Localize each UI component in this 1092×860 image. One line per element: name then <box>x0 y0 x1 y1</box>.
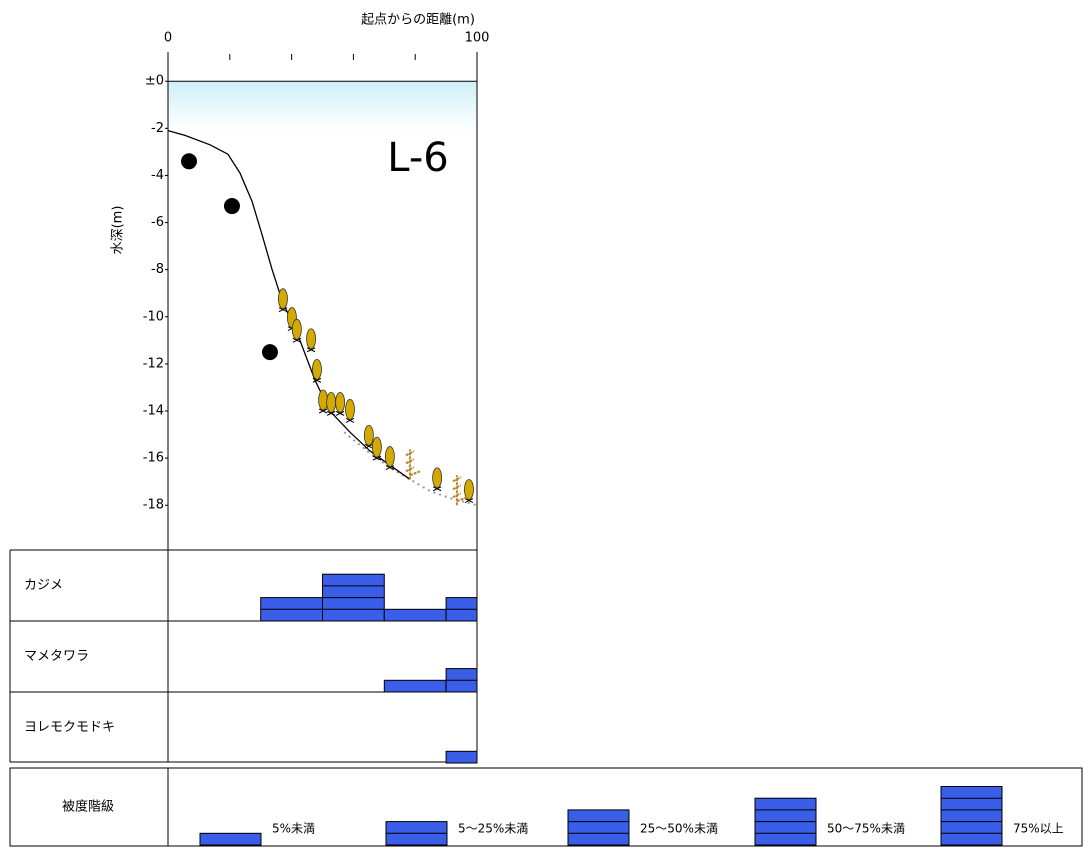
y-tick-label: -16 <box>143 451 164 466</box>
legend-label: 50～75%未満 <box>827 822 905 836</box>
y-tick-label: -18 <box>143 498 164 513</box>
species-name: マメタワラ <box>24 649 89 664</box>
seabed-line <box>167 130 411 480</box>
kajime-plant <box>345 399 355 420</box>
kajime-plant <box>384 446 395 467</box>
holdfast <box>335 410 345 416</box>
x-tick-label: 0 <box>164 31 172 46</box>
legend-swatch <box>940 786 1003 846</box>
kajime-plant <box>363 424 374 446</box>
kajime-plant <box>335 391 346 413</box>
y-tick-label: -8 <box>151 262 164 277</box>
cover-bar <box>445 750 478 764</box>
rock <box>181 153 198 170</box>
species-name: カジメ <box>24 578 63 593</box>
rock <box>261 344 278 361</box>
holdfast <box>432 486 442 492</box>
kajime-plant <box>464 479 474 500</box>
legend-label: 5%未満 <box>272 822 315 836</box>
kajime-plant <box>326 391 337 413</box>
kajime-plant <box>306 328 316 350</box>
holdfast <box>278 307 288 313</box>
holdfast <box>364 443 374 449</box>
y-tick-label: -2 <box>151 121 164 136</box>
y-tick-label: -10 <box>143 309 164 324</box>
y-tick-label: -12 <box>143 356 164 371</box>
holdfast <box>292 337 302 343</box>
other-plant <box>405 449 421 480</box>
y-axis-title: 水深(m) <box>111 206 126 255</box>
kajime-plant <box>371 436 382 458</box>
water <box>168 81 477 132</box>
holdfast <box>306 347 316 353</box>
kajime-plant <box>278 288 288 310</box>
holdfast <box>385 465 395 470</box>
legend-label: 75%以上 <box>1013 822 1064 836</box>
rock <box>223 198 240 215</box>
holdfast <box>326 410 336 416</box>
legend-swatch <box>199 832 262 846</box>
y-tick-label: ±0 <box>145 74 164 89</box>
y-tick-label: -14 <box>143 404 164 419</box>
species-name: ヨレモクモドキ <box>24 720 115 735</box>
x-axis-title: 起点からの距離(m) <box>361 13 475 28</box>
kajime-plant <box>318 389 329 411</box>
kajime-plant <box>291 318 302 340</box>
holdfast <box>345 417 355 423</box>
kajime-plant <box>432 467 443 489</box>
legend-box <box>9 767 1083 847</box>
holdfast <box>318 408 328 414</box>
cover-bar <box>383 679 447 693</box>
holdfast <box>372 455 382 461</box>
y-tick-label: -4 <box>151 168 164 183</box>
kajime-plant <box>312 358 322 380</box>
legend-title: 被度階級 <box>62 799 114 815</box>
legend-label: 25～50%未満 <box>640 822 718 836</box>
holdfast <box>464 498 474 503</box>
legend-label: 5～25%未満 <box>458 822 528 836</box>
other-plant <box>452 475 468 506</box>
x-tick-label: 100 <box>465 31 490 46</box>
cover-bar <box>383 608 447 622</box>
legend-swatch <box>567 809 630 846</box>
holdfast <box>312 377 322 383</box>
annotation: L-6 <box>387 135 448 181</box>
y-tick-label: -6 <box>151 215 164 230</box>
